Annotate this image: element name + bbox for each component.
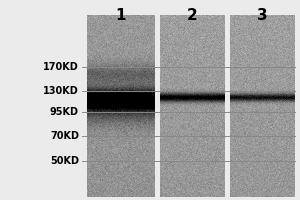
Text: 50KD: 50KD [50, 156, 79, 166]
Text: 3: 3 [257, 8, 268, 23]
Text: 1: 1 [116, 8, 126, 23]
Text: 170KD: 170KD [43, 62, 79, 72]
Text: 130KD: 130KD [43, 86, 79, 96]
Text: 2: 2 [187, 8, 198, 23]
Text: 95KD: 95KD [50, 107, 79, 117]
Text: 70KD: 70KD [50, 131, 79, 141]
